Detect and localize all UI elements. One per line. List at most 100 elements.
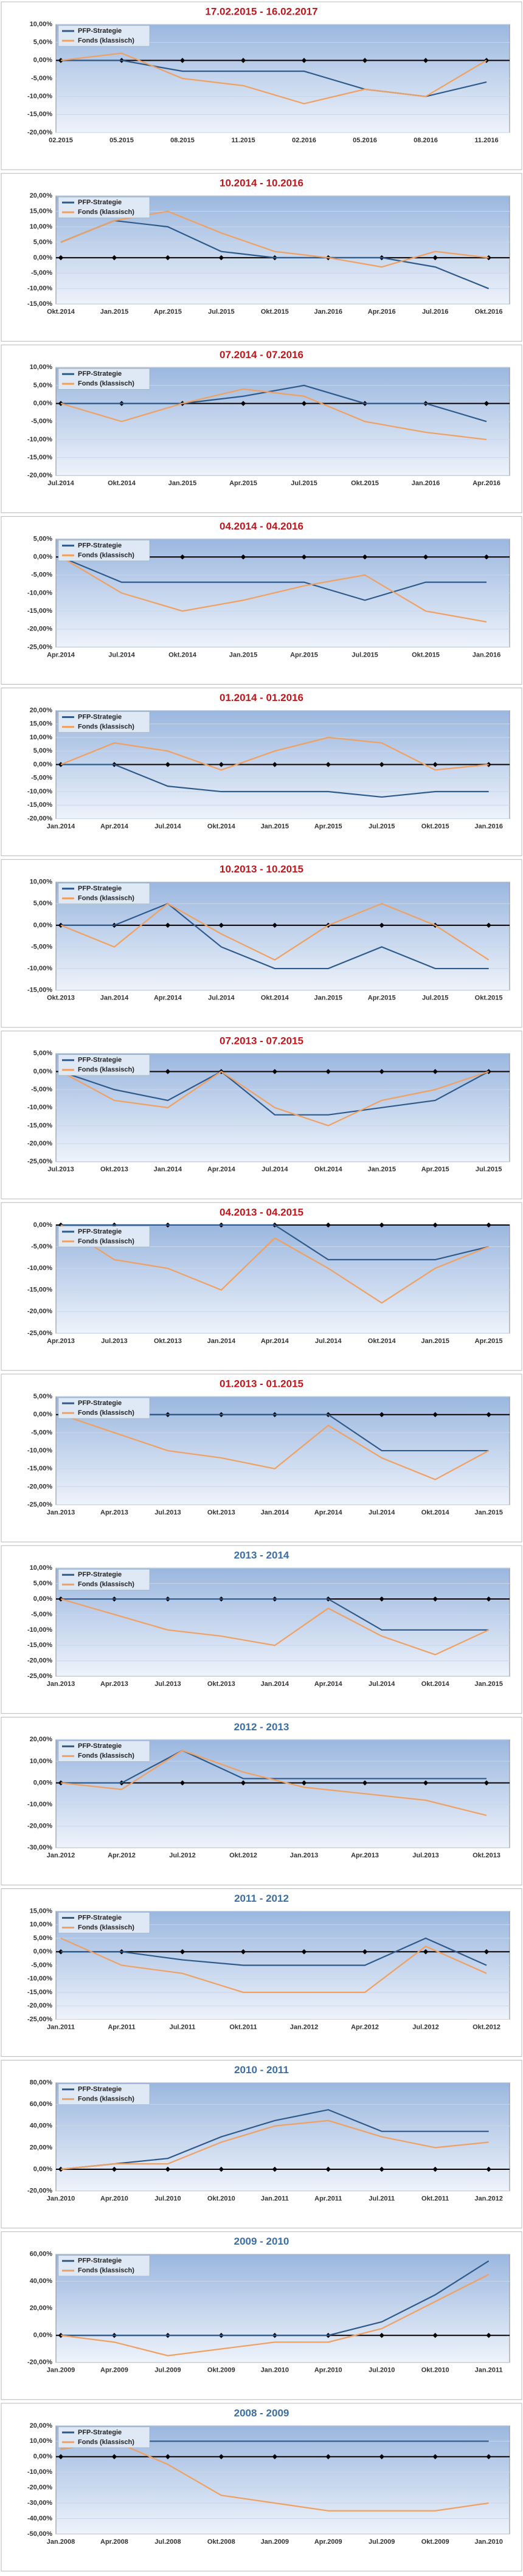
zero-marker (379, 2454, 384, 2459)
legend-label: Fonds (klassisch) (78, 209, 134, 216)
y-tick-label: 0,00% (33, 922, 52, 929)
y-tick-label: -15,00% (27, 1989, 52, 1996)
panel-frame (1, 2060, 522, 2229)
y-tick-label: 20,00% (30, 2144, 53, 2151)
legend-label: PFP-Strategie (78, 27, 122, 35)
y-tick-label: -15,00% (27, 1122, 52, 1129)
x-tick-label: Apr.2011 (108, 2023, 135, 2031)
zero-marker (432, 255, 438, 261)
zero-marker (179, 1949, 185, 1955)
y-tick-label: 10,00% (30, 1921, 53, 1929)
legend-label: PFP-Strategie (78, 542, 122, 549)
y-tick-label: -20,00% (27, 2359, 52, 2366)
zero-marker (486, 2166, 491, 2172)
x-tick-label: Jan.2011 (47, 2023, 75, 2031)
zero-marker (301, 1780, 307, 1786)
y-tick-label: -25,00% (27, 1501, 52, 1508)
x-tick-label: Apr.2014 (314, 1509, 343, 1516)
legend-label: PFP-Strategie (78, 1571, 122, 1578)
x-tick-label: Okt.2015 (475, 995, 503, 1002)
chart-title: 04.2013 - 04.2015 (220, 1206, 303, 1218)
x-tick-label: Apr.2013 (100, 1680, 128, 1688)
zero-marker (379, 1412, 384, 1417)
zero-marker (379, 2166, 384, 2172)
zero-marker (325, 1222, 331, 1228)
legend-label: PFP-Strategie (78, 2429, 122, 2436)
x-tick-label: Jul.2016 (422, 308, 448, 316)
x-tick-label: Apr.2014 (47, 651, 75, 658)
legend-box (58, 540, 150, 561)
x-tick-label: Okt.2014 (47, 308, 75, 316)
x-tick-label: Jul.2012 (169, 1852, 195, 1859)
legend-box (58, 2255, 150, 2276)
y-tick-label: 15,00% (30, 207, 53, 215)
series-line (61, 384, 487, 423)
panel-frame (1, 688, 522, 857)
x-tick-label: Jan.2015 (474, 1680, 502, 1688)
x-tick-label: Jul.2015 (208, 308, 234, 316)
y-tick-label: -20,00% (27, 129, 52, 136)
zero-marker (165, 1069, 171, 1074)
x-tick-label: Apr.2013 (351, 1852, 379, 1859)
x-tick-label: Jan.2015 (100, 308, 128, 316)
zero-marker (362, 1949, 368, 1955)
y-tick-label: 5,00% (33, 238, 52, 246)
series-line (60, 556, 487, 601)
legend-box (58, 1569, 150, 1590)
panel-frame (1, 173, 522, 342)
x-tick-label: Jul.2013 (47, 1166, 74, 1173)
zero-marker (362, 554, 368, 560)
x-tick-label: Jan.2015 (261, 823, 289, 830)
x-tick-label: Okt.2012 (473, 2023, 500, 2031)
y-tick-label: 40,00% (30, 2277, 53, 2285)
legend-label: Fonds (klassisch) (78, 2439, 134, 2446)
x-tick-label: Jan.2015 (367, 1166, 395, 1173)
zero-marker (483, 554, 490, 560)
zero-marker (240, 1949, 246, 1955)
zero-marker (432, 1222, 438, 1228)
x-tick-label: Jan.2010 (47, 2195, 75, 2203)
legend-label: PFP-Strategie (78, 199, 122, 206)
y-tick-label: -10,00% (27, 1801, 52, 1808)
y-tick-label: 5,00% (33, 1935, 52, 1942)
y-tick-label: 0,00% (33, 400, 52, 407)
chart-title: 07.2014 - 07.2016 (220, 349, 303, 361)
x-tick-label: Apr.2014 (207, 1166, 236, 1173)
series-line (60, 219, 490, 289)
y-tick-label: 60,00% (30, 2251, 53, 2258)
x-tick-label: Okt.2008 (207, 2538, 235, 2546)
panel-frame (1, 1031, 522, 1200)
zero-marker (486, 2332, 491, 2338)
zero-marker (325, 2166, 331, 2172)
y-tick-label: -10,00% (27, 1447, 52, 1454)
x-tick-label: Apr.2015 (421, 1166, 449, 1173)
chart-title: 2012 - 2013 (234, 1721, 289, 1733)
zero-marker (272, 2166, 278, 2172)
zero-marker (486, 1596, 491, 1602)
y-tick-label: -30,00% (27, 2499, 52, 2507)
chart-title: 07.2013 - 07.2015 (220, 1035, 303, 1046)
y-tick-label: 0,00% (33, 254, 52, 261)
y-tick-label: 15,00% (30, 720, 53, 728)
chart-title: 10.2013 - 10.2015 (220, 863, 303, 875)
y-tick-label: 10,00% (30, 734, 53, 741)
y-tick-label: 10,00% (30, 1564, 53, 1572)
y-tick-label: 20,00% (30, 192, 53, 199)
y-tick-label: -20,00% (27, 815, 52, 822)
x-tick-label: Okt.2014 (108, 480, 136, 487)
y-tick-label: -10,00% (27, 2468, 52, 2476)
x-tick-label: Jul.2015 (476, 1166, 502, 1173)
x-tick-label: Apr.2013 (100, 1509, 128, 1516)
x-tick-label: 08.2016 (414, 137, 438, 144)
zero-marker (379, 1596, 384, 1602)
x-tick-label: Jul.2015 (352, 651, 378, 658)
zero-marker (379, 1222, 384, 1228)
series-line (60, 736, 489, 771)
y-tick-label: -20,00% (27, 472, 52, 479)
x-tick-label: Apr.2010 (314, 2367, 342, 2374)
y-tick-label: 0,00% (33, 1411, 52, 1418)
x-tick-label: Okt.2016 (475, 308, 503, 316)
series-line (60, 2119, 489, 2170)
y-tick-label: -10,00% (27, 1265, 52, 1272)
chart-title: 2013 - 2014 (234, 1550, 289, 1561)
